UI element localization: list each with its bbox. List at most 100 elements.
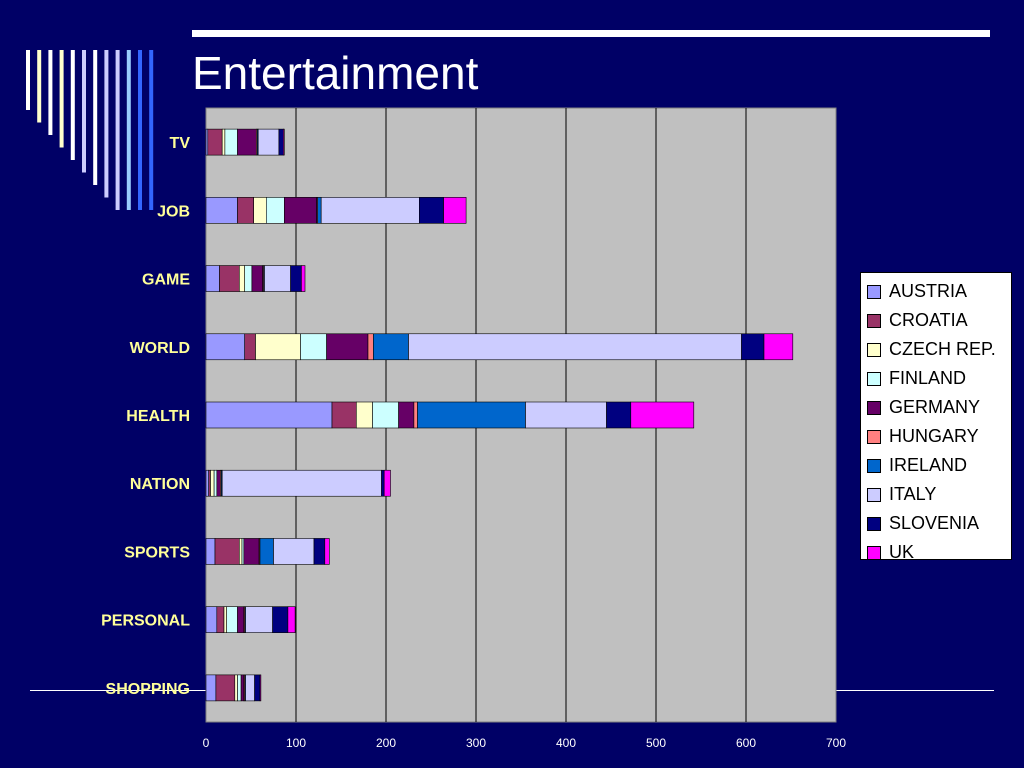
legend-swatch <box>867 400 881 415</box>
legend-item: IRELAND <box>867 451 1011 480</box>
legend-item: AUSTRIA <box>867 277 1011 306</box>
bar-segment <box>205 333 246 361</box>
legend-label: HUNGARY <box>889 426 979 446</box>
stripe <box>93 50 98 185</box>
bar-segment <box>237 197 255 224</box>
bar-segment <box>243 538 260 565</box>
bar-segment <box>234 674 238 702</box>
bar-segment <box>213 469 218 497</box>
legend-label: IRELAND <box>889 455 968 475</box>
top-rule <box>192 30 990 37</box>
chart-legend: AUSTRIA CROATIA CZECH REP. FINLAND GERMANY HU… <box>860 272 1012 562</box>
legend-label: AUSTRIA <box>889 281 968 301</box>
legend-swatch <box>867 487 881 502</box>
bar-segment <box>259 674 262 702</box>
bar-segment <box>398 401 415 429</box>
legend-label: UK <box>889 542 915 562</box>
bar-segment <box>525 401 607 429</box>
x-tick-label: 300 <box>466 736 486 750</box>
bar-segment <box>245 674 255 702</box>
x-tick-label: 0 <box>203 736 210 750</box>
x-tick-label: 200 <box>376 736 396 750</box>
bar-segment <box>259 538 274 565</box>
bar-segment <box>244 265 253 292</box>
category-label: GAME <box>142 272 190 289</box>
bar-segment <box>278 128 284 156</box>
bar-segment <box>237 128 257 156</box>
bar-segment <box>240 674 245 702</box>
bar-segment <box>355 401 373 429</box>
bar-segment <box>224 128 238 156</box>
legend-item: HUNGARY <box>867 422 1011 451</box>
bar-segment <box>251 265 263 292</box>
legend-swatch <box>867 545 881 560</box>
bar-segment <box>381 469 385 497</box>
bar-segment <box>255 333 301 361</box>
bar-segment <box>606 401 632 429</box>
stripe <box>126 50 131 210</box>
legend-label: FINLAND <box>889 368 967 388</box>
legend-swatch <box>867 313 881 328</box>
bar-segment <box>331 401 357 429</box>
bar-segment <box>265 197 285 224</box>
stripe <box>104 50 109 198</box>
stripe <box>37 50 42 123</box>
legend-swatch <box>867 429 881 444</box>
bar-segment <box>373 333 409 361</box>
stripe <box>115 50 120 210</box>
bar-segment <box>214 538 240 565</box>
stripe <box>26 50 30 110</box>
legend-item: SLOVENIA <box>867 509 1011 538</box>
stripe <box>149 50 154 210</box>
bar-segment <box>216 606 225 633</box>
bar-segment <box>205 538 216 565</box>
bar-segment <box>205 674 217 702</box>
bar-segment <box>207 128 223 156</box>
x-tick-label: 400 <box>556 736 576 750</box>
bar-segment <box>272 606 289 633</box>
bar-segment <box>630 401 695 429</box>
legend-label: GERMANY <box>889 397 981 417</box>
stripe <box>48 50 53 135</box>
bar-segment <box>290 265 302 292</box>
stripe <box>59 50 64 148</box>
legend-swatch <box>867 342 881 357</box>
bar-segment <box>763 333 794 361</box>
x-tick-label: 500 <box>646 736 666 750</box>
category-label: SHOPPING <box>106 681 190 698</box>
legend-item: GERMANY <box>867 393 1011 422</box>
legend-label: SLOVENIA <box>889 513 980 533</box>
bar-segment <box>205 197 238 224</box>
bar-segment <box>287 606 296 633</box>
stripe <box>82 50 86 173</box>
bar-segment <box>205 469 209 497</box>
bar-segment <box>221 469 382 497</box>
legend-swatch <box>867 458 881 473</box>
bar-segment <box>283 128 285 156</box>
bar-segment <box>205 401 333 429</box>
bar-segment <box>223 606 227 633</box>
x-tick-label: 100 <box>286 736 306 750</box>
bar-segment <box>205 606 218 633</box>
bar-segment <box>367 333 374 361</box>
category-label: JOB <box>157 203 190 220</box>
bar-segment <box>237 606 245 633</box>
bar-segment <box>417 401 526 429</box>
bar-segment <box>221 128 226 156</box>
bar-segment <box>226 606 238 633</box>
legend-item: CROATIA <box>867 306 1011 335</box>
legend-item: ITALY <box>867 480 1011 509</box>
slide-title: Entertainment <box>192 47 479 99</box>
legend-swatch <box>867 284 881 299</box>
bar-segment <box>239 538 243 565</box>
bar-segment <box>239 265 246 292</box>
legend-label: CZECH REP. <box>889 339 996 359</box>
bar-segment <box>413 401 418 429</box>
category-label: SPORTS <box>124 544 190 561</box>
bar-segment <box>418 197 444 224</box>
bar-segment <box>372 401 399 429</box>
bar-segment <box>273 538 315 565</box>
category-label: HEALTH <box>126 408 190 425</box>
category-label: PERSONAL <box>101 613 190 630</box>
bar-segment <box>408 333 742 361</box>
